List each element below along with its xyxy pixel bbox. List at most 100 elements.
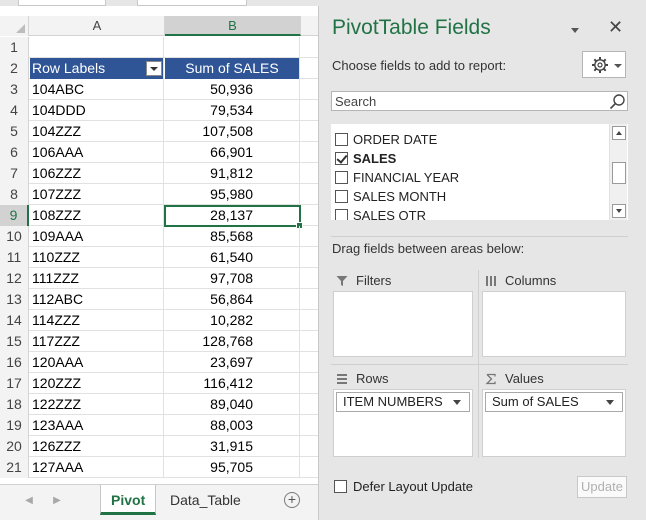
item-number-cell[interactable]: 108ZZZ bbox=[30, 205, 164, 226]
field-item[interactable]: SALES MONTH bbox=[333, 187, 605, 206]
select-all-button[interactable] bbox=[0, 16, 29, 36]
row-number[interactable]: 11 bbox=[0, 247, 29, 268]
scroll-down-icon[interactable] bbox=[612, 204, 626, 218]
values-field-chip[interactable]: Sum of SALES bbox=[485, 392, 623, 412]
field-list-scrollbar[interactable] bbox=[609, 124, 627, 220]
row-number[interactable]: 8 bbox=[0, 184, 29, 205]
row-number[interactable]: 18 bbox=[0, 394, 29, 415]
sales-value-cell[interactable]: 85,568 bbox=[165, 226, 300, 247]
column-header-b[interactable]: B bbox=[165, 16, 301, 36]
item-number-cell[interactable]: 114ZZZ bbox=[30, 310, 164, 331]
sheet-tab-data-table[interactable]: Data_Table bbox=[170, 492, 241, 508]
item-number-cell[interactable]: 127AAA bbox=[30, 457, 164, 478]
item-number-cell[interactable] bbox=[30, 37, 164, 58]
field-item[interactable]: SALES QTR bbox=[333, 206, 605, 220]
item-number-cell[interactable]: 111ZZZ bbox=[30, 268, 164, 289]
item-number-cell[interactable]: 104ABC bbox=[30, 79, 164, 100]
item-number-cell[interactable]: 110ZZZ bbox=[30, 247, 164, 268]
close-icon[interactable]: ✕ bbox=[608, 17, 624, 37]
scroll-thumb[interactable] bbox=[612, 162, 626, 184]
checked-checkbox[interactable] bbox=[335, 152, 348, 165]
field-list[interactable]: ORDER DATE SALES FINANCIAL YEAR SALES MONTH… bbox=[331, 124, 628, 220]
sales-value-cell[interactable]: 95,980 bbox=[165, 184, 300, 205]
checkbox[interactable] bbox=[335, 133, 348, 146]
row-number[interactable]: 6 bbox=[0, 142, 29, 163]
item-number-cell[interactable]: 109AAA bbox=[30, 226, 164, 247]
row-labels-header-cell[interactable]: Row Labels bbox=[30, 58, 164, 79]
checkbox[interactable] bbox=[335, 171, 348, 184]
row-number[interactable]: 13 bbox=[0, 289, 29, 310]
search-icon[interactable] bbox=[609, 93, 626, 110]
values-drop-area[interactable]: Sum of SALES bbox=[482, 389, 626, 457]
field-search-box[interactable] bbox=[331, 91, 628, 111]
sales-value-cell[interactable]: 88,003 bbox=[165, 415, 300, 436]
item-number-cell[interactable]: 122ZZZ bbox=[30, 394, 164, 415]
row-number[interactable]: 16 bbox=[0, 352, 29, 373]
item-number-cell[interactable]: 117ZZZ bbox=[30, 331, 164, 352]
row-number[interactable]: 19 bbox=[0, 415, 29, 436]
sales-value-cell[interactable]: 56,864 bbox=[165, 289, 300, 310]
field-item[interactable]: FINANCIAL YEAR bbox=[333, 168, 605, 187]
columns-drop-area[interactable] bbox=[482, 291, 626, 357]
row-number[interactable]: 2 bbox=[0, 58, 29, 79]
sales-value-cell[interactable]: 128,768 bbox=[165, 331, 300, 352]
row-number[interactable]: 9 bbox=[0, 205, 29, 226]
sales-value-cell[interactable]: 23,697 bbox=[165, 352, 300, 373]
add-sheet-button[interactable]: + bbox=[284, 492, 300, 508]
item-number-cell[interactable]: 107ZZZ bbox=[30, 184, 164, 205]
sales-value-cell[interactable]: 79,534 bbox=[165, 100, 300, 121]
item-number-cell[interactable]: 106AAA bbox=[30, 142, 164, 163]
sales-value-cell[interactable]: 95,705 bbox=[165, 457, 300, 478]
item-number-cell[interactable]: 112ABC bbox=[30, 289, 164, 310]
column-header-a[interactable]: A bbox=[30, 16, 165, 36]
worksheet-grid[interactable]: A B 1 2 Row Labels Sum of SALES 3 104ABC 50,93… bbox=[0, 6, 318, 484]
scroll-up-icon[interactable] bbox=[612, 126, 626, 140]
update-button[interactable]: Update bbox=[577, 476, 627, 498]
item-number-cell[interactable]: 104ZZZ bbox=[30, 121, 164, 142]
sales-value-cell[interactable]: 66,901 bbox=[165, 142, 300, 163]
item-number-cell[interactable]: 123AAA bbox=[30, 415, 164, 436]
sales-value-cell[interactable]: 107,508 bbox=[165, 121, 300, 142]
sales-value-cell[interactable]: 31,915 bbox=[165, 436, 300, 457]
sales-value-cell[interactable]: 61,540 bbox=[165, 247, 300, 268]
row-labels-filter-button[interactable] bbox=[146, 61, 162, 76]
sales-value-cell[interactable]: 97,708 bbox=[165, 268, 300, 289]
field-item[interactable]: SALES bbox=[333, 149, 605, 168]
item-number-cell[interactable]: 126ZZZ bbox=[30, 436, 164, 457]
sales-value-cell[interactable]: 10,282 bbox=[165, 310, 300, 331]
item-number-cell[interactable]: 120ZZZ bbox=[30, 373, 164, 394]
checkbox[interactable] bbox=[335, 209, 348, 220]
tab-scroll-left-icon[interactable]: ◀ bbox=[25, 495, 33, 506]
sales-value-cell[interactable]: 91,812 bbox=[165, 163, 300, 184]
sum-of-sales-header-cell[interactable]: Sum of SALES bbox=[165, 58, 300, 79]
sales-value-cell[interactable] bbox=[165, 37, 300, 58]
rows-field-chip[interactable]: ITEM NUMBERS bbox=[336, 392, 470, 412]
pane-menu-dropdown-icon[interactable] bbox=[571, 26, 581, 36]
row-number[interactable]: 12 bbox=[0, 268, 29, 289]
rows-drop-area[interactable]: ITEM NUMBERS bbox=[333, 389, 473, 457]
row-number[interactable]: 7 bbox=[0, 163, 29, 184]
chevron-down-icon[interactable] bbox=[453, 400, 461, 405]
row-number[interactable]: 3 bbox=[0, 79, 29, 100]
row-number[interactable]: 15 bbox=[0, 331, 29, 352]
row-number[interactable]: 14 bbox=[0, 310, 29, 331]
filters-drop-area[interactable] bbox=[333, 291, 473, 357]
field-search-input[interactable] bbox=[332, 92, 602, 110]
row-number[interactable]: 21 bbox=[0, 457, 29, 478]
row-number[interactable]: 5 bbox=[0, 121, 29, 142]
sales-value-cell[interactable]: 89,040 bbox=[165, 394, 300, 415]
row-number[interactable]: 10 bbox=[0, 226, 29, 247]
row-number[interactable]: 20 bbox=[0, 436, 29, 457]
row-number[interactable]: 17 bbox=[0, 373, 29, 394]
checkbox[interactable] bbox=[335, 190, 348, 203]
chevron-down-icon[interactable] bbox=[606, 400, 614, 405]
sales-value-cell[interactable]: 50,936 bbox=[165, 79, 300, 100]
item-number-cell[interactable]: 106ZZZ bbox=[30, 163, 164, 184]
sheet-tab-pivot[interactable]: Pivot bbox=[100, 485, 157, 515]
field-item[interactable]: ORDER DATE bbox=[333, 130, 605, 149]
sales-value-cell[interactable]: 28,137 bbox=[165, 205, 300, 226]
sales-value-cell[interactable]: 116,412 bbox=[165, 373, 300, 394]
row-number[interactable]: 4 bbox=[0, 100, 29, 121]
field-settings-button[interactable] bbox=[582, 51, 626, 78]
tab-scroll-right-icon[interactable]: ▶ bbox=[53, 495, 61, 506]
